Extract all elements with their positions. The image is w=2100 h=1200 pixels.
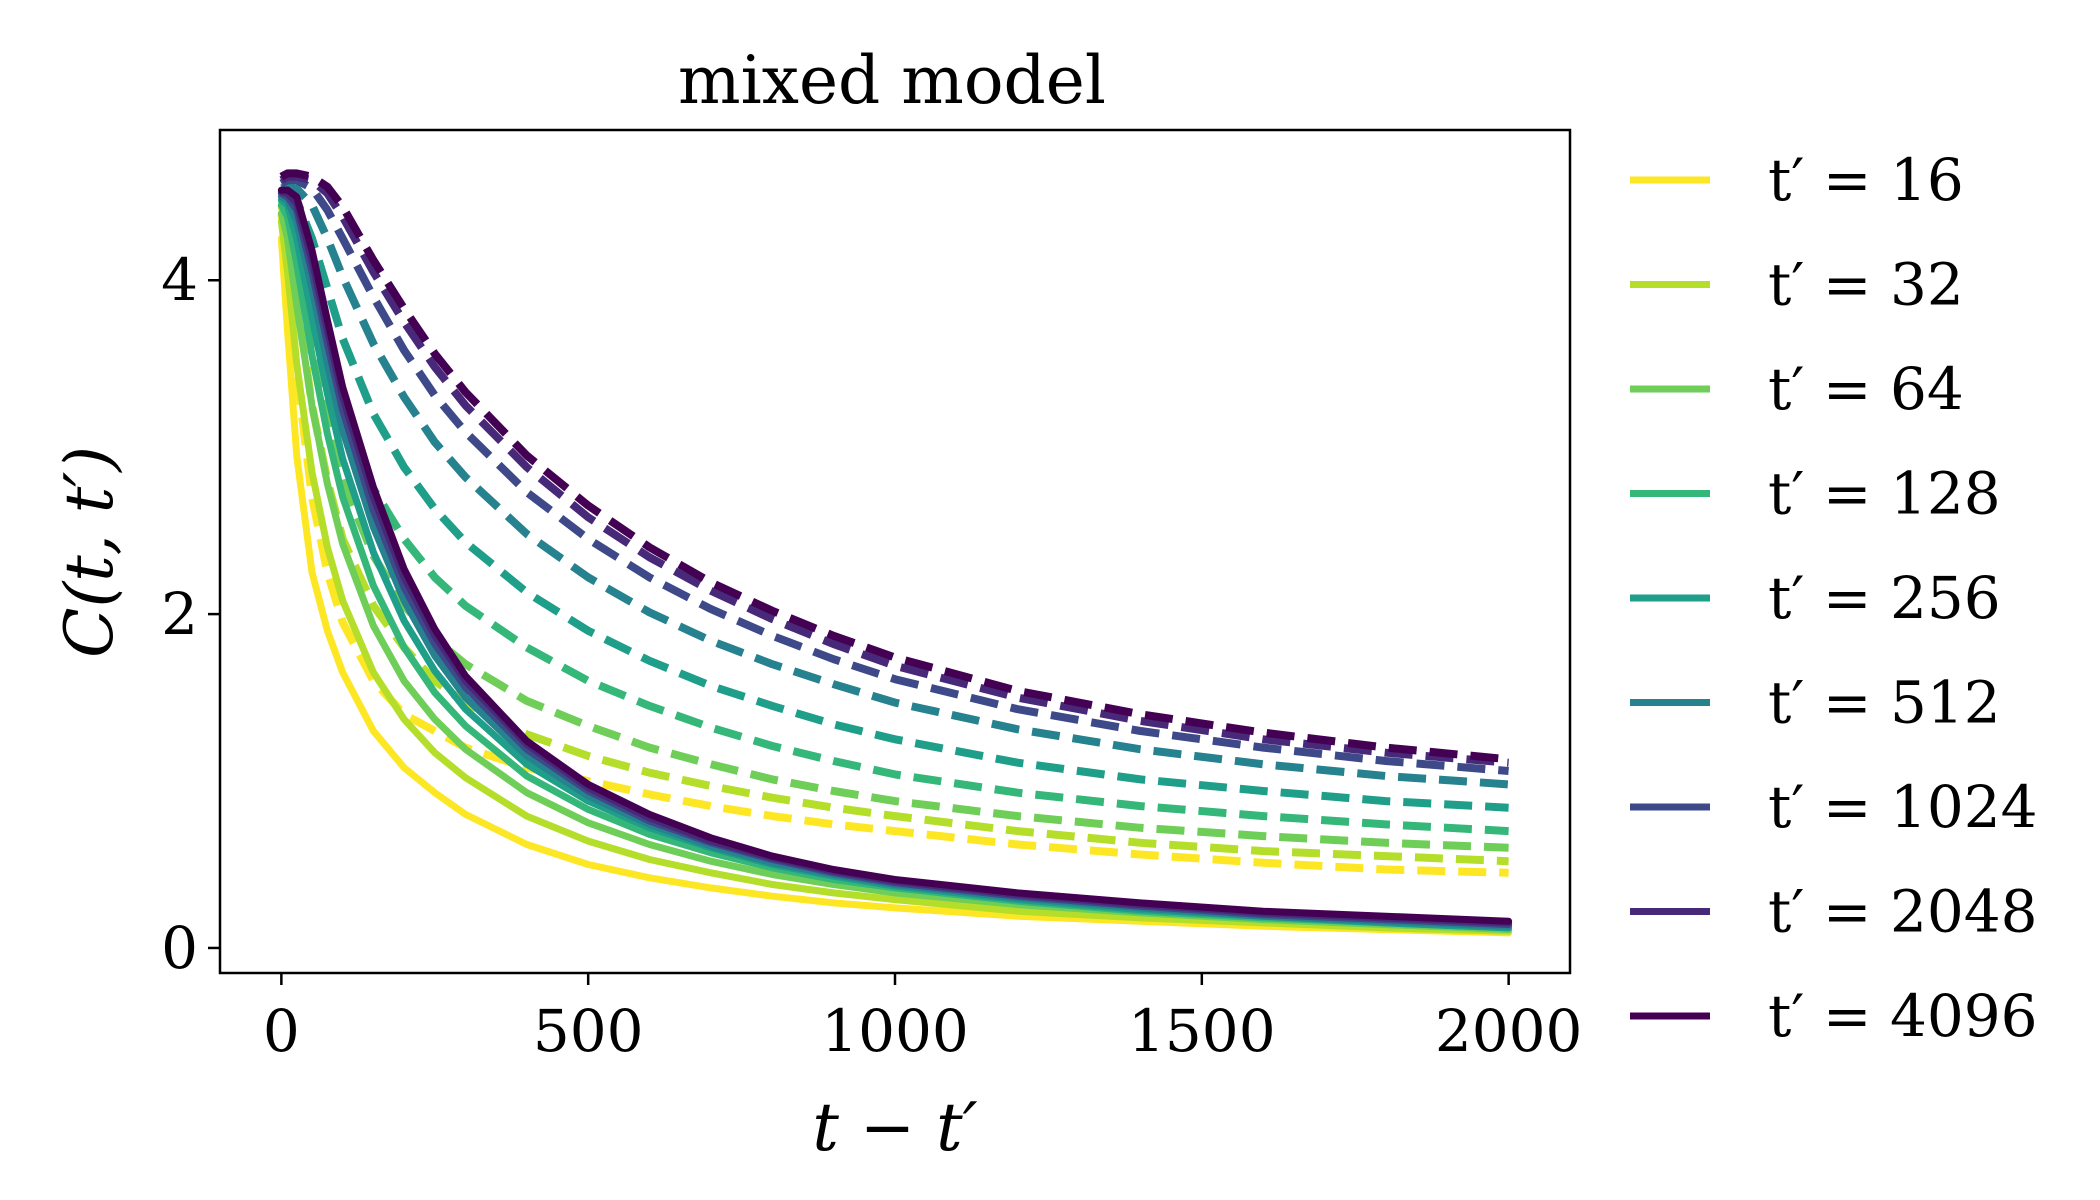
y-tick-label: 2	[161, 580, 198, 648]
legend-label-7: t′ = 2048	[1768, 878, 2038, 946]
solid-line-series-0	[277, 235, 1513, 937]
dashed-line-series-8	[279, 169, 1509, 764]
y-tick-label: 4	[161, 246, 198, 314]
legend-label-3: t′ = 128	[1768, 460, 2001, 528]
dashed-line-series-1	[277, 204, 1509, 866]
x-tick-label: 0	[263, 997, 300, 1065]
y-tick-label: 0	[161, 914, 198, 982]
legend-label-5: t′ = 512	[1768, 669, 2001, 737]
dashed-line-series-4	[281, 189, 1509, 812]
legend-label-0: t′ = 16	[1768, 146, 1964, 214]
y-axis-label: C(t, t′)	[51, 446, 128, 658]
x-tick-label: 2000	[1435, 997, 1583, 1065]
chart-title: mixed model	[678, 42, 1106, 119]
dashed-line-series-7	[279, 172, 1509, 767]
dashed-line-series-6	[279, 176, 1509, 775]
x-axis-label: t − t′	[812, 1089, 977, 1166]
x-tick-label: 1000	[821, 997, 969, 1065]
legend-label-2: t′ = 64	[1768, 355, 1964, 423]
legend-label-6: t′ = 1024	[1768, 773, 2038, 841]
y-axis-ticks: 0 2 4	[161, 246, 220, 982]
legend-label-1: t′ = 32	[1768, 251, 1964, 319]
legend-label-8: t′ = 4096	[1768, 982, 2038, 1050]
plot-area	[277, 169, 1513, 937]
x-tick-label: 1500	[1128, 997, 1276, 1065]
legend-label-4: t′ = 256	[1768, 564, 2001, 632]
x-axis-ticks: 0 500 1000 1500 2000	[263, 973, 1583, 1065]
x-tick-label: 500	[533, 997, 644, 1065]
solid-line-series-8	[277, 186, 1513, 925]
legend: t′ = 16 t′ = 32 t′ = 64 t′ = 128 t′ = 256 t′ …	[1630, 146, 2038, 1050]
plot-frame	[218, 128, 1572, 975]
dashed-line-series-5	[280, 182, 1509, 789]
solid-line-series-1	[277, 218, 1513, 935]
